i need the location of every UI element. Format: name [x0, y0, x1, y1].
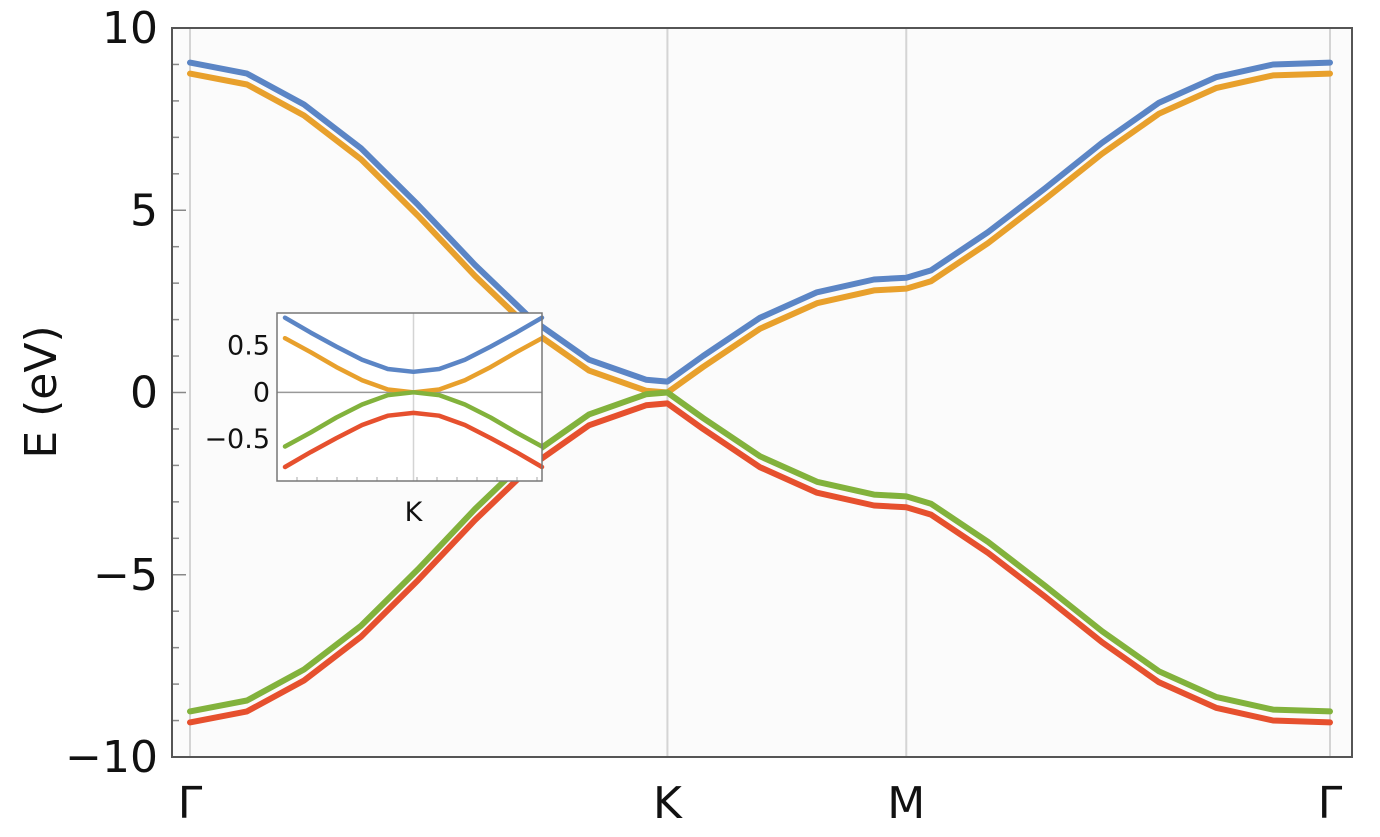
inset-y-tick-label: 0	[253, 377, 270, 408]
main-plot-frame	[171, 27, 1353, 758]
series-line-4	[187, 400, 1333, 726]
y-axis-title: E (eV)	[16, 325, 67, 458]
inset-series-line-3	[282, 390, 545, 449]
x-tick-label: M	[887, 778, 925, 829]
y-tick-label: 0	[130, 368, 158, 419]
inset-series-line-4	[282, 410, 545, 470]
series-line-1	[187, 59, 1333, 385]
inset-y-tick-labels: 0.5 0 −0.5	[204, 331, 270, 455]
inset-x-tick-labels: K	[405, 497, 424, 528]
inset-x-tick-label: K	[405, 497, 424, 528]
inset-chart: 0.5 0 −0.5 K	[204, 312, 545, 528]
inset-y-tick-label: −0.5	[204, 424, 270, 455]
y-tick-label: 10	[102, 3, 158, 54]
inset-series-line-1	[282, 315, 545, 375]
main-y-tick-labels: 10 5 0 −5 −10	[65, 3, 158, 783]
y-tick-label: −10	[65, 732, 158, 783]
series-line-2	[187, 70, 1333, 396]
main-series-group	[187, 59, 1333, 726]
inset-series-group	[282, 315, 545, 470]
y-tick-label: 5	[130, 185, 158, 236]
y-tick-label: −5	[93, 550, 158, 601]
x-tick-label: Γ	[1318, 778, 1343, 829]
x-tick-label: K	[653, 778, 683, 829]
series-line-3	[187, 389, 1333, 715]
inset-plot-frame	[276, 312, 543, 482]
inset-y-tick-label: 0.5	[227, 331, 270, 362]
x-tick-label: Γ	[178, 778, 203, 829]
main-minor-ticks	[172, 27, 186, 758]
